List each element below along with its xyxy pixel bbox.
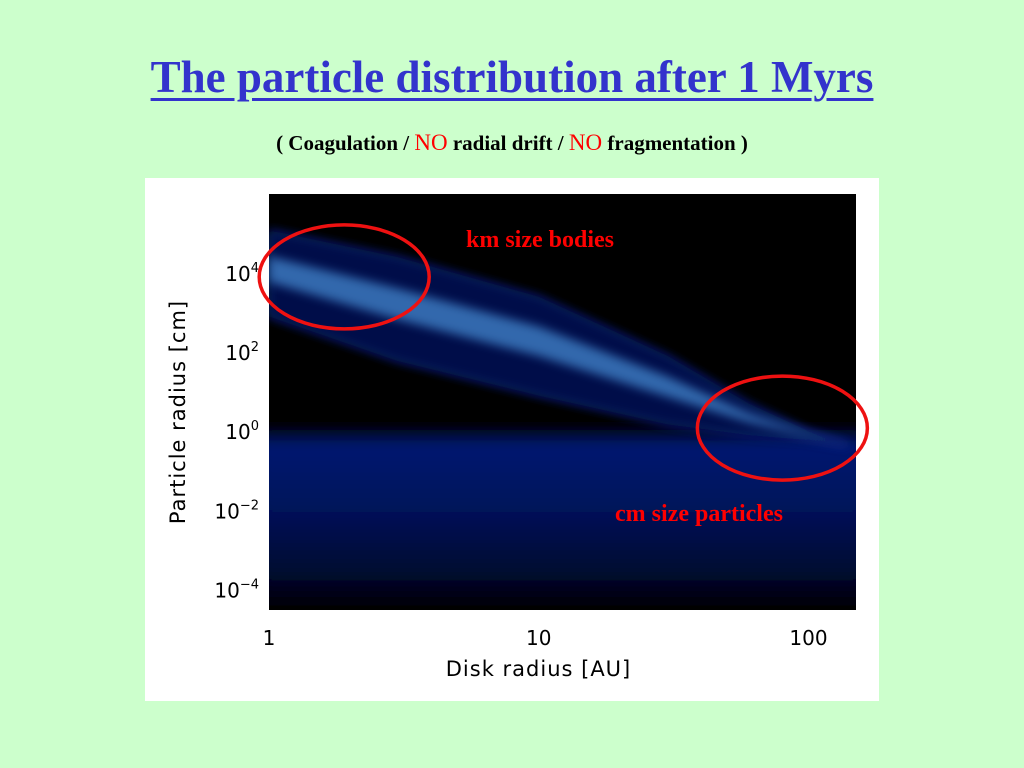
slide-title: The particle distribution after 1 Myrs — [150, 52, 874, 102]
y-tick-label: 10−4 — [214, 577, 259, 602]
y-tick-base: 10 — [214, 499, 239, 523]
km-bodies-highlight-ellipse — [257, 223, 431, 331]
y-tick-label: 100 — [225, 419, 259, 444]
x-axis-label: Disk radius [AU] — [446, 657, 632, 681]
y-tick-base: 10 — [225, 420, 250, 444]
y-tick-label: 102 — [225, 340, 259, 365]
subtitle-mid: radial drift / — [447, 131, 569, 155]
y-tick-base: 10 — [214, 578, 239, 602]
annotation-cm-size-particles: cm size particles — [615, 501, 783, 527]
y-axis-label: Particle radius [cm] — [166, 300, 190, 524]
small-particle-population — [269, 424, 856, 610]
slide-subtitle: ( Coagulation / NO radial drift / NO fra… — [0, 128, 1024, 158]
subtitle-close: fragmentation ) — [602, 131, 748, 155]
annotation-km-size-bodies: km size bodies — [466, 227, 614, 253]
y-tick-exponent: 4 — [251, 261, 259, 276]
y-tick-exponent: 0 — [251, 419, 259, 434]
x-tick-label: 100 — [789, 626, 827, 650]
y-tick-label: 104 — [225, 261, 259, 286]
y-tick-base: 10 — [225, 262, 250, 286]
subtitle-no-fragmentation: NO — [568, 130, 603, 155]
x-tick-label: 1 — [263, 626, 276, 650]
x-tick-label: 10 — [526, 626, 551, 650]
cm-particles-highlight-ellipse — [695, 374, 870, 482]
y-tick-exponent: −2 — [240, 498, 259, 513]
chart-figure: 10−4 10−2 100 102 104 1 10 100 Disk radius [AU] P… — [145, 178, 879, 701]
y-tick-label: 10−2 — [214, 498, 259, 523]
chart-annotations: km size bodies cm size particles — [257, 223, 870, 527]
y-tick-exponent: −4 — [240, 577, 259, 592]
large-body-band-core — [269, 256, 848, 446]
subtitle-no-radial-drift: NO — [414, 130, 448, 155]
heatmap-layer — [269, 230, 856, 610]
y-tick-base: 10 — [225, 341, 250, 365]
subtitle-open: ( Coagulation / — [276, 131, 415, 155]
y-tick-exponent: 2 — [251, 340, 259, 355]
